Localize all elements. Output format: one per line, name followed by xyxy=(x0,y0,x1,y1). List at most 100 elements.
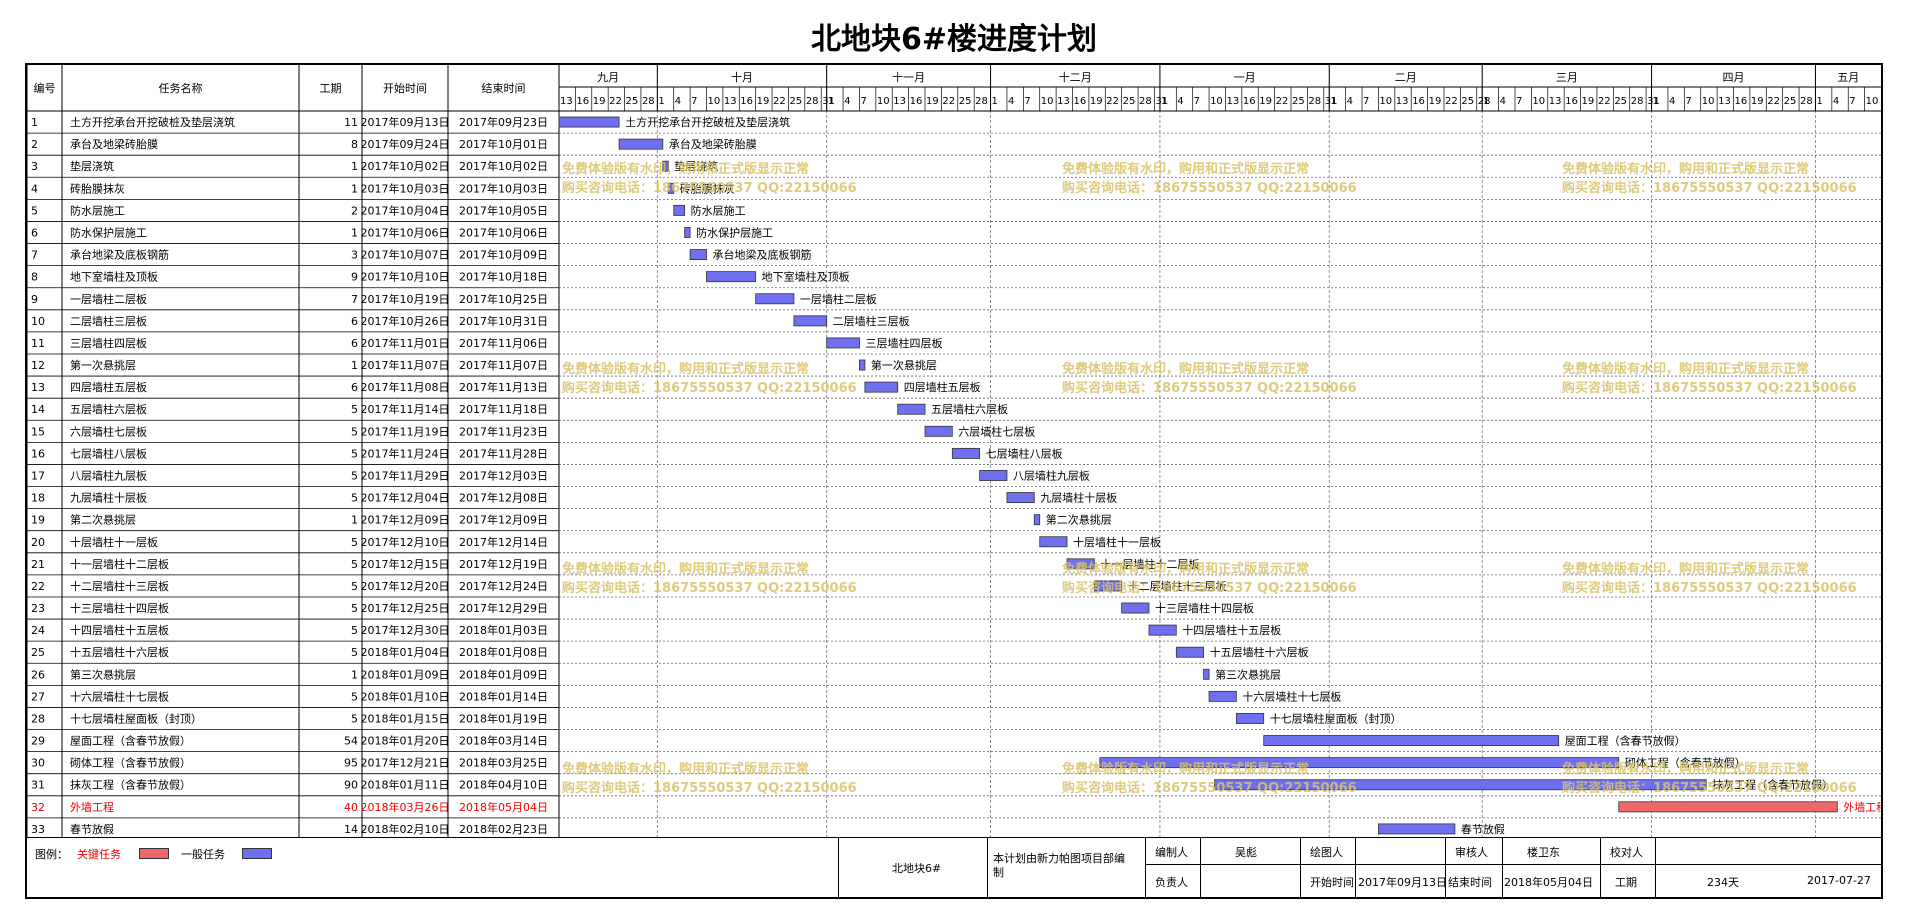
start-cell: 2018年01月09日 xyxy=(361,667,450,681)
day-tick-label: 25 xyxy=(1292,96,1305,107)
footer-prepared-value: 吴彪 xyxy=(1235,846,1257,859)
gantt-bar-label: 十五层墙柱十六层板 xyxy=(1210,645,1309,659)
task-id-cell: 28 xyxy=(31,712,45,725)
watermark-line1: 免费体验版有水印，购用和正式版显示正常 xyxy=(562,361,809,377)
task-name-cell: 屋面工程（含春节放假） xyxy=(70,734,191,748)
watermark-line1: 免费体验版有水印，购用和正式版显示正常 xyxy=(1562,361,1809,377)
day-tick-label: 7 xyxy=(1363,96,1369,107)
day-tick-label: 4 xyxy=(675,96,681,107)
day-tick-label: 10 xyxy=(1866,96,1879,107)
end-cell: 2017年12月08日 xyxy=(459,491,548,505)
end-cell: 2017年11月06日 xyxy=(459,336,548,350)
start-header: 开始时间 xyxy=(383,81,427,95)
start-cell: 2017年12月15日 xyxy=(361,557,450,571)
task-id-cell: 4 xyxy=(31,182,38,195)
task-id-cell: 10 xyxy=(31,315,45,328)
duration-cell: 5 xyxy=(351,690,358,703)
footer-start-label: 开始时间 xyxy=(1310,876,1354,889)
duration-cell: 2 xyxy=(351,204,358,217)
day-tick-label: 31 xyxy=(1647,96,1660,107)
day-tick-label: 22 xyxy=(1276,96,1289,107)
day-tick-label: 25 xyxy=(1461,96,1474,107)
watermark-line2: 购买咨询电话：18675550537 QQ:22150066 xyxy=(562,180,857,196)
watermark-line2: 购买咨询电话：18675550537 QQ:22150066 xyxy=(1562,580,1857,596)
start-cell: 2018年01月20日 xyxy=(361,734,450,748)
gantt-bar-label: 砌体工程（含春节放假） xyxy=(1625,756,1746,770)
task-name-cell: 七层墙柱八层板 xyxy=(70,446,147,460)
task-name-cell: 四层墙柱五层板 xyxy=(70,380,147,394)
day-tick-label: 28 xyxy=(642,96,655,107)
day-tick-label: 19 xyxy=(1259,96,1272,107)
start-cell: 2018年01月11日 xyxy=(361,778,450,792)
footer-divider xyxy=(1502,838,1503,898)
watermark-line1: 免费体验版有水印，购用和正式版显示正常 xyxy=(1062,561,1309,577)
task-id-cell: 13 xyxy=(31,381,45,394)
gantt-bar-label: 二层墙柱三层板 xyxy=(833,314,910,328)
duration-cell: 1 xyxy=(351,514,358,527)
gantt-bar xyxy=(979,470,1008,481)
day-tick-label: 4 xyxy=(1177,96,1183,107)
gantt-bar xyxy=(667,182,675,194)
gantt-bar xyxy=(951,447,981,459)
gantt-bar xyxy=(684,227,691,238)
legend-key-swatch xyxy=(139,848,169,859)
day-tick-label: 13 xyxy=(1396,96,1409,107)
end-cell: 2017年09月23日 xyxy=(459,115,548,129)
task-name-cell: 第三次悬挑层 xyxy=(70,667,136,681)
start-cell: 2017年11月07日 xyxy=(361,358,450,372)
gantt-bar-label: 砖胎膜抹灰 xyxy=(680,181,735,195)
watermark-line2: 购买咨询电话：18675550537 QQ:22150066 xyxy=(1062,580,1357,596)
end-cell: 2018年05月04日 xyxy=(459,800,548,814)
end-cell: 2018年04月10日 xyxy=(459,778,548,792)
footer-divider xyxy=(1600,838,1601,898)
task-name-cell: 防水层施工 xyxy=(70,203,125,217)
day-tick-label: 1 xyxy=(1161,96,1167,107)
task-name-cell: 春节放假 xyxy=(70,822,114,836)
watermark-line2: 购买咨询电话：18675550537 QQ:22150066 xyxy=(562,380,857,396)
task-id-cell: 25 xyxy=(31,646,45,659)
task-name-cell: 防水保护层施工 xyxy=(70,225,147,239)
gantt-bar-label: 春节放假 xyxy=(1461,822,1505,836)
day-tick-label: 1 xyxy=(1816,96,1822,107)
month-label: 二月 xyxy=(1395,71,1417,84)
task-id-cell: 16 xyxy=(31,447,45,460)
start-cell: 2017年12月25日 xyxy=(361,601,450,615)
month-label: 十一月 xyxy=(892,70,925,84)
day-tick-label: 25 xyxy=(1123,96,1136,107)
start-cell: 2018年01月10日 xyxy=(361,689,450,703)
day-tick-label: 10 xyxy=(1210,96,1223,107)
gantt-bar-label: 承台及地梁砖胎膜 xyxy=(669,137,757,151)
month-label: 一月 xyxy=(1234,71,1256,84)
gantt-bar-label: 垫层浇筑 xyxy=(674,159,718,173)
gantt-bar-label: 九层墙柱十层板 xyxy=(1040,491,1117,505)
end-cell: 2017年12月29日 xyxy=(459,601,548,615)
day-tick-label: 1 xyxy=(1653,96,1659,107)
end-cell: 2017年11月23日 xyxy=(459,424,548,438)
task-id-cell: 22 xyxy=(31,580,45,593)
day-tick-label: 28 xyxy=(1800,96,1813,107)
start-cell: 2017年10月26日 xyxy=(361,314,450,328)
legend-normal-swatch xyxy=(242,848,272,859)
day-tick-label: 4 xyxy=(1347,96,1353,107)
day-tick-label: 10 xyxy=(1702,96,1715,107)
day-tick-label: 28 xyxy=(975,96,988,107)
legend-normal-text: 一般任务 xyxy=(181,848,225,861)
day-tick-label: 10 xyxy=(707,96,720,107)
page-title: 北地块6#楼进度计划 xyxy=(810,22,1097,57)
day-tick-label: 22 xyxy=(1445,96,1458,107)
gantt-bar xyxy=(1378,823,1456,835)
duration-cell: 1 xyxy=(351,182,358,195)
footer-duration-value: 234天 xyxy=(1707,876,1739,889)
day-tick-label: 16 xyxy=(1243,96,1256,107)
day-tick-label: 4 xyxy=(844,96,850,107)
gantt-bar xyxy=(1121,602,1150,614)
day-tick-label: 16 xyxy=(1565,96,1578,107)
duration-cell: 8 xyxy=(351,138,358,151)
day-tick-label: 4 xyxy=(1008,96,1014,107)
task-name-cell: 土方开挖承台开挖破桩及垫层浇筑 xyxy=(70,115,235,129)
watermark-line1: 免费体验版有水印，购用和正式版显示正常 xyxy=(1562,161,1809,177)
gantt-bar xyxy=(1235,713,1265,724)
day-tick-label: 16 xyxy=(1412,96,1425,107)
task-id-cell: 29 xyxy=(31,735,45,748)
duration-cell: 1 xyxy=(351,226,358,239)
